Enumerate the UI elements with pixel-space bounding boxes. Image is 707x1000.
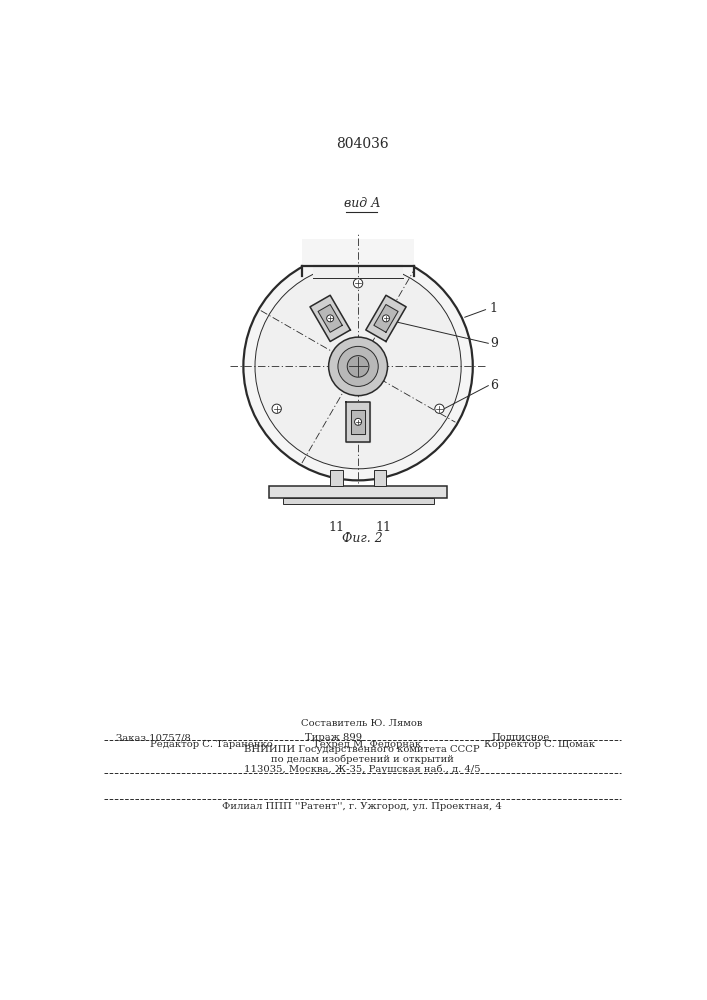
Text: ВНИИПИ Государственного комитета СССР: ВНИИПИ Государственного комитета СССР — [244, 745, 480, 754]
Text: Тираж 899: Тираж 899 — [305, 733, 363, 742]
Circle shape — [435, 404, 444, 413]
Circle shape — [272, 404, 281, 413]
Text: вид А: вид А — [344, 197, 380, 210]
Text: по делам изобретений и открытий: по делам изобретений и открытий — [271, 754, 453, 764]
Text: Редактор С. Тараненко: Редактор С. Тараненко — [151, 740, 273, 749]
Bar — [313, 264, 403, 279]
Circle shape — [338, 346, 378, 386]
Polygon shape — [366, 295, 406, 342]
Text: Заказ 10757/8    .: Заказ 10757/8 . — [115, 733, 206, 742]
Circle shape — [255, 264, 461, 469]
Circle shape — [347, 356, 369, 377]
Text: 1: 1 — [490, 302, 498, 315]
Bar — [283, 498, 434, 504]
Polygon shape — [346, 402, 370, 442]
Text: 9: 9 — [490, 337, 498, 350]
Bar — [330, 470, 343, 486]
Text: 804036: 804036 — [336, 137, 388, 151]
Text: Подписное: Подписное — [491, 733, 550, 742]
Circle shape — [354, 279, 363, 288]
Text: 6: 6 — [490, 379, 498, 392]
Text: Составитель Ю. Лямов: Составитель Ю. Лямов — [301, 719, 423, 728]
Text: 11: 11 — [328, 521, 344, 534]
Circle shape — [355, 418, 361, 425]
Text: Филиал ППП ''Pатент'', г. Ужгород, ул. Проектная, 4: Филиал ППП ''Pатент'', г. Ужгород, ул. П… — [222, 802, 502, 811]
Circle shape — [329, 337, 387, 396]
Circle shape — [327, 315, 334, 322]
Polygon shape — [310, 295, 350, 342]
Text: 113035, Москва, Ж-35, Раушская наб., д. 4/5: 113035, Москва, Ж-35, Раушская наб., д. … — [244, 764, 480, 774]
Polygon shape — [318, 305, 342, 332]
Polygon shape — [374, 305, 398, 332]
Text: Корректор С. Щомак: Корректор С. Щомак — [484, 740, 595, 749]
Text: Техред М. Федорнак: Техред М. Федорнак — [313, 740, 421, 749]
Circle shape — [382, 315, 390, 322]
Bar — [373, 470, 386, 486]
Bar — [269, 486, 448, 498]
Circle shape — [243, 252, 473, 480]
Bar — [303, 239, 414, 268]
Text: 11: 11 — [375, 521, 392, 534]
Polygon shape — [351, 410, 365, 434]
Text: Фиг. 2: Фиг. 2 — [341, 532, 382, 545]
